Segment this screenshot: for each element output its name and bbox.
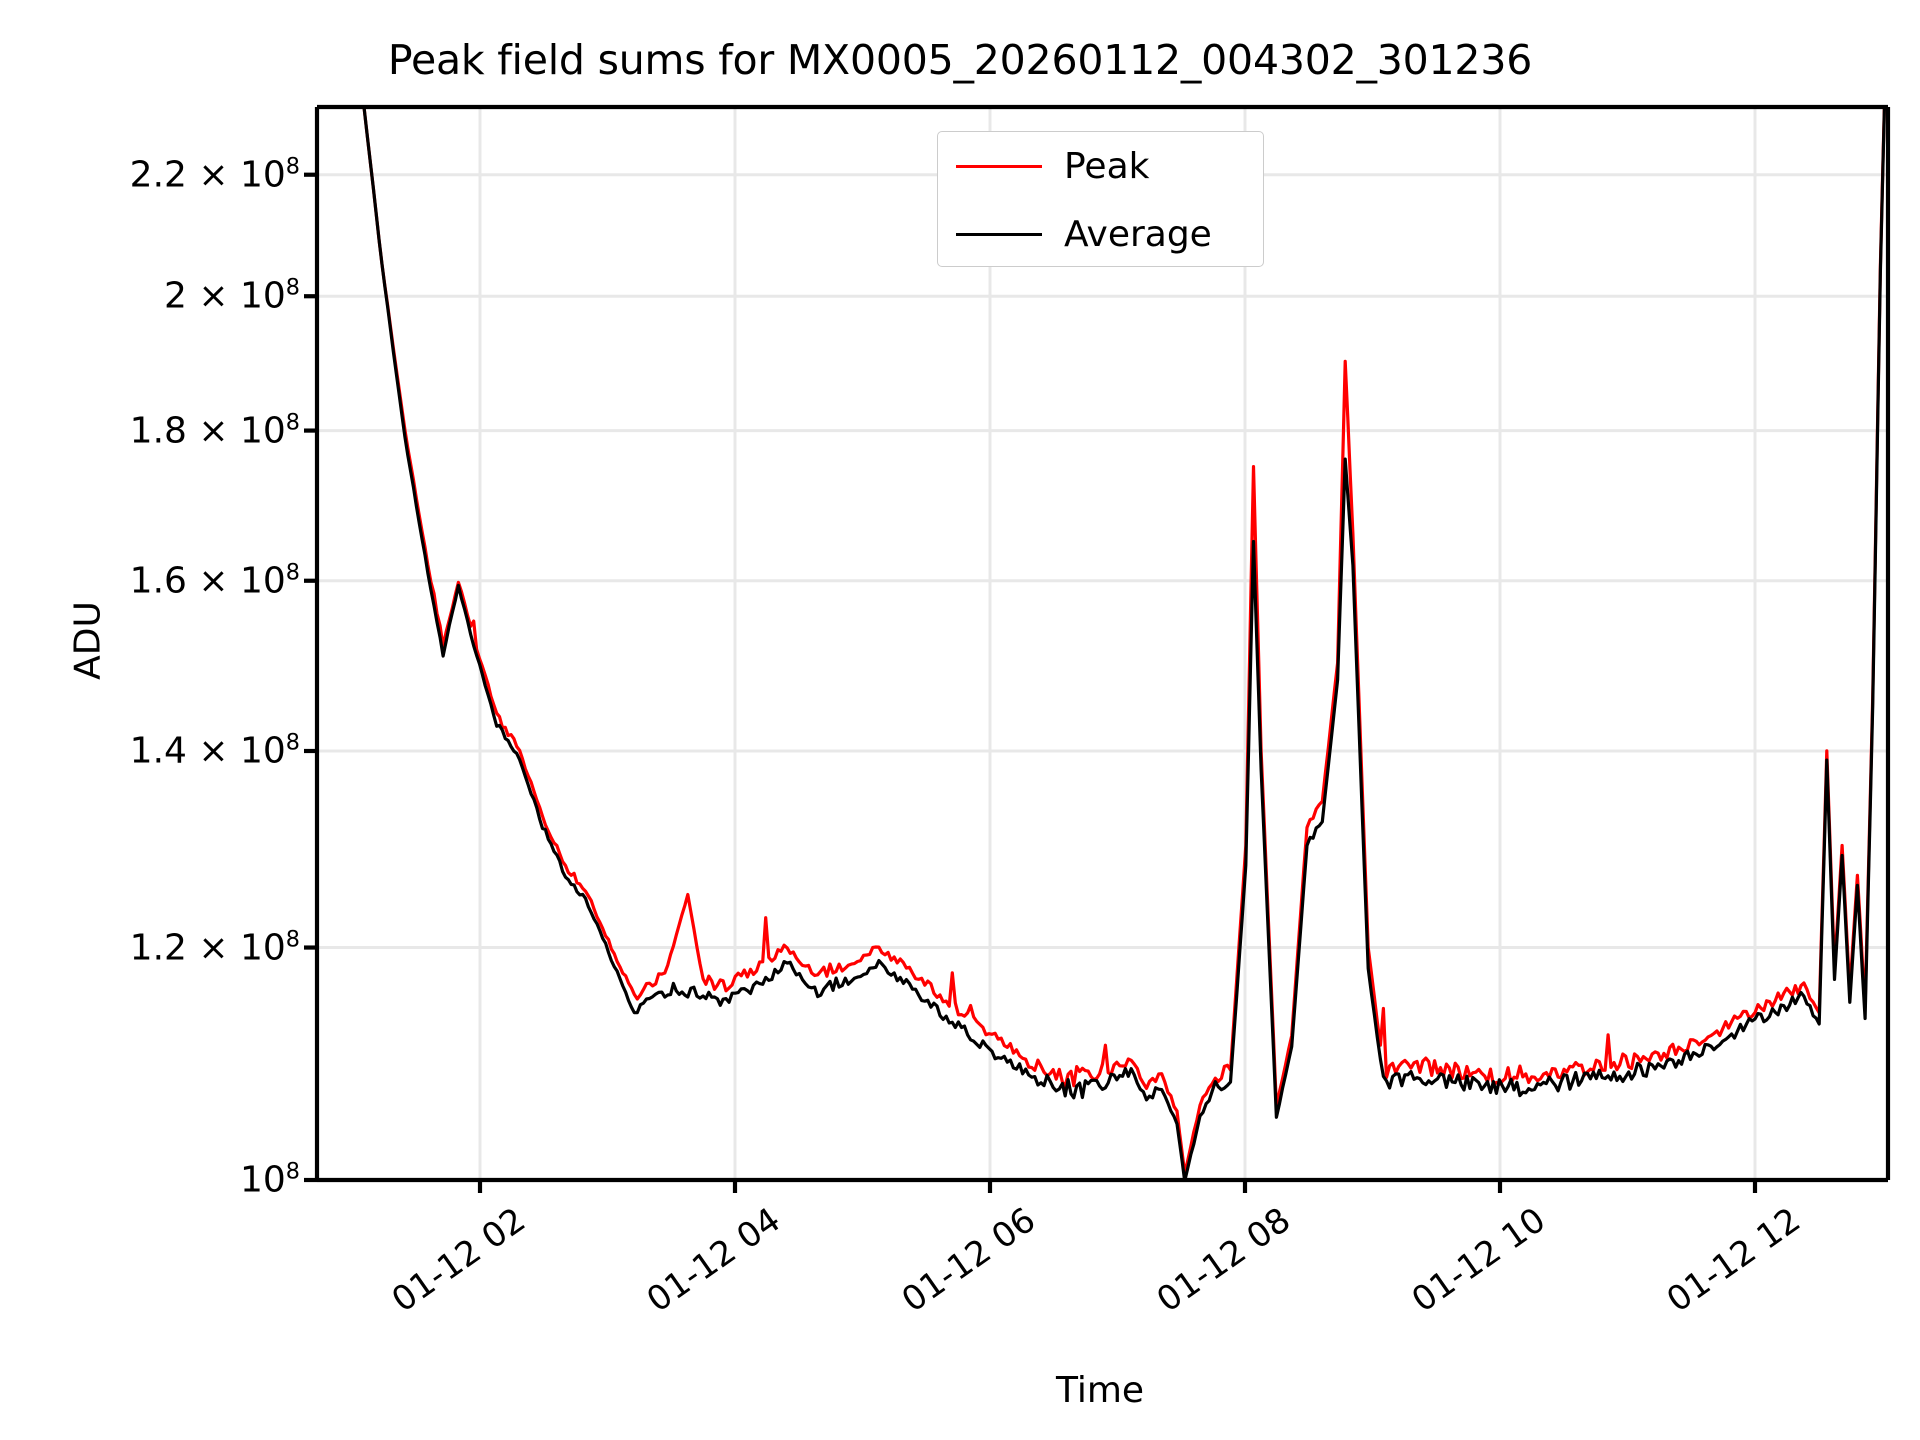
legend-swatch-average [956,232,1042,236]
legend-entry-average[interactable]: Average [938,200,1263,268]
legend-label-average: Average [1064,213,1212,255]
y-tick-label: 108 [239,1158,300,1201]
y-tick-label: 1.8 × 108 [129,409,300,452]
x-axis-label: Time [1055,1370,1145,1411]
y-tick-label: 2.2 × 108 [129,153,300,196]
series-group [362,107,1887,1180]
y-tick-label: 1.2 × 108 [129,926,300,969]
chart-title: Peak field sums for MX0005_20260112_0043… [387,36,1533,84]
legend-entry-peak[interactable]: Peak [938,132,1263,200]
legend[interactable]: Peak Average [937,131,1264,267]
series-line-average [362,107,1887,1180]
series-line-peak [362,107,1886,1175]
y-tick-label: 2 × 108 [164,274,300,317]
legend-label-peak: Peak [1064,145,1150,187]
legend-swatch-peak [956,164,1042,168]
y-tick-label: 1.4 × 108 [129,729,300,772]
y-tick-label: 1.6 × 108 [129,559,300,602]
